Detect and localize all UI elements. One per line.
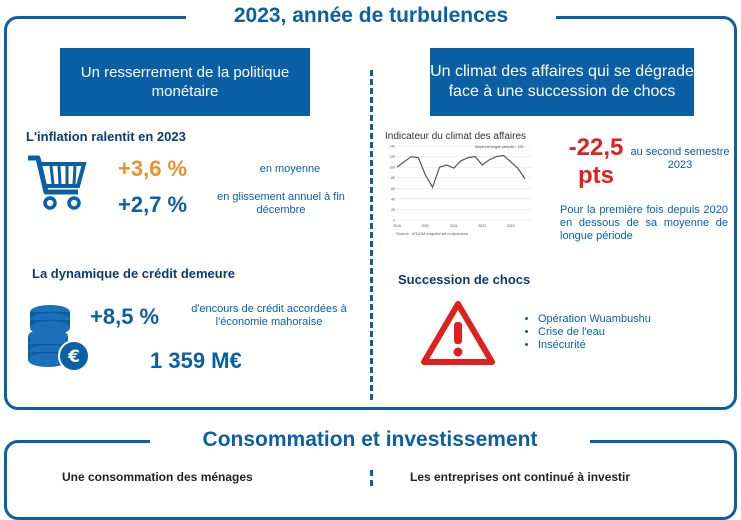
climate-drop-label: au second semestre 2023 xyxy=(630,146,730,171)
climate-drop-unit: pts xyxy=(578,162,614,189)
chart-title: Indicateur du climat des affaires xyxy=(385,131,527,142)
credit-amount: 1 359 M€ xyxy=(150,348,242,373)
column-divider xyxy=(370,70,373,400)
investment-subheading: Les entreprises ont continué à investir xyxy=(410,470,631,484)
shocks-list: Opération Wuambushu Crise de l'eau Inséc… xyxy=(526,313,651,352)
list-item: Crise de l'eau xyxy=(538,326,651,339)
series-line xyxy=(396,154,526,189)
column-divider-2 xyxy=(370,470,373,486)
y-tick-label: 100 xyxy=(389,166,395,170)
y-tick-label: 80 xyxy=(391,176,395,180)
x-tick-label: 2022 xyxy=(478,224,486,228)
inflation-yoy-value: +2,7 % xyxy=(118,192,188,217)
shocks-heading: Succession de chocs xyxy=(398,272,531,287)
business-climate-chart: 0 20 40 60 80 100 120 140 2019 2020 2021 2022 2023 Mo… xyxy=(389,145,532,228)
y-tick-label: 120 xyxy=(389,155,395,159)
coins-euro-icon: € xyxy=(28,305,90,372)
inflation-average-value: +3,6 % xyxy=(118,156,188,181)
inflation-heading: L'inflation ralentit en 2023 xyxy=(26,129,186,144)
chart-source: Source : IEDOM enquête de conjoncture xyxy=(396,231,469,236)
chart-annotation: Moyenne longue période = 100 xyxy=(475,145,523,149)
y-tick-label: 0 xyxy=(393,219,395,223)
inflation-yoy-label: en glissement annuel à fin décembre xyxy=(217,191,345,216)
credit-heading: La dynamique de crédit demeure xyxy=(32,266,236,281)
climate-drop-number: -22,5 xyxy=(568,134,624,161)
monetary-policy-label: Un resserrement de la politique monétair… xyxy=(80,64,290,100)
monetary-policy-banner: Un resserrement de la politique monétair… xyxy=(60,48,310,116)
credit-growth-value: +8,5 % xyxy=(90,304,160,329)
shopping-cart-icon xyxy=(28,155,87,210)
list-item: Insécurité xyxy=(538,339,651,352)
climate-description: Pour la première fois depuis 2020 en des… xyxy=(560,204,728,242)
business-climate-label: Un climat des affaires qui se dégrade fa… xyxy=(430,63,694,100)
section2-title: Consommation et investissement xyxy=(150,428,590,454)
y-tick-label: 140 xyxy=(389,145,395,149)
business-climate-banner: Un climat des affaires qui se dégrade fa… xyxy=(430,48,694,116)
credit-growth-label: d'encours de crédit accordées à l'économ… xyxy=(191,303,347,328)
x-tick-label: 2019 xyxy=(393,224,401,228)
climate-drop-value: -22,5 pts xyxy=(556,134,636,190)
consumption-subheading: Une consommation des ménages xyxy=(62,470,253,484)
inflation-average-label: en moyenne xyxy=(259,163,321,175)
x-tick-label: 2021 xyxy=(450,224,458,228)
y-tick-label: 20 xyxy=(391,208,395,212)
list-item: Opération Wuambushu xyxy=(538,313,651,326)
section-title: 2023, année de turbulences xyxy=(186,4,556,30)
svg-text:€: € xyxy=(67,347,80,367)
warning-triangle-icon xyxy=(421,301,495,365)
x-tick-label: 2020 xyxy=(422,224,430,228)
y-tick-label: 60 xyxy=(391,187,395,191)
x-tick-label: 2023 xyxy=(507,224,515,228)
y-tick-label: 40 xyxy=(391,197,395,201)
